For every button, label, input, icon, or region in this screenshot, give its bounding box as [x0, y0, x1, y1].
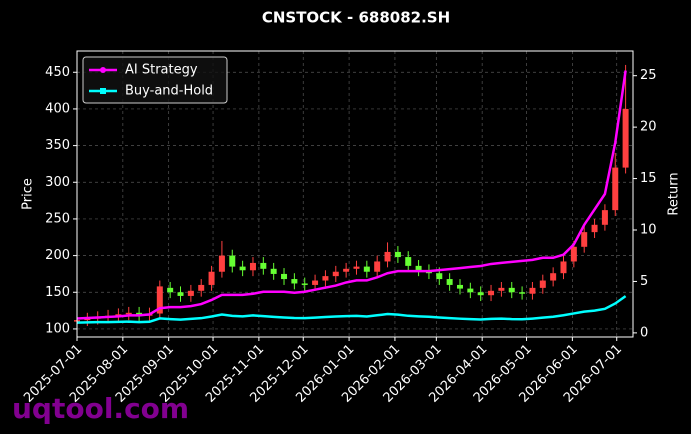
candle-body	[260, 262, 267, 269]
candle-body	[343, 268, 350, 272]
y2-axis-label: Return	[667, 172, 682, 215]
candle-body	[550, 273, 557, 281]
candle-body	[115, 314, 122, 316]
chart-title: CNSTOCK - 688082.SH	[262, 9, 450, 27]
candle-body	[125, 312, 132, 315]
candle-body	[519, 292, 526, 294]
candle-body	[167, 287, 174, 293]
y-tick-label: 150	[45, 285, 70, 300]
y-tick-label: 250	[45, 211, 70, 226]
candle-body	[229, 255, 236, 267]
candle-body	[477, 292, 484, 296]
legend-label: Buy-and-Hold	[125, 84, 213, 99]
candle-body	[384, 251, 391, 262]
candle-body	[312, 280, 319, 285]
candle-body	[249, 262, 256, 271]
candle-body	[560, 261, 567, 274]
y2-tick-label: 10	[640, 223, 657, 238]
candle-body	[591, 224, 598, 233]
candle-body	[508, 287, 515, 293]
candle-body	[394, 251, 401, 258]
candle-body	[456, 284, 463, 289]
y2-tick-label: 25	[640, 68, 657, 83]
candle-body	[467, 288, 474, 293]
y2-tick-label: 15	[640, 171, 657, 186]
legend-label: AI Strategy	[125, 63, 198, 78]
candle-body	[415, 265, 422, 271]
candle-body	[322, 276, 329, 281]
candle-body	[612, 167, 619, 211]
candle-body	[488, 290, 495, 296]
candle-body	[291, 279, 298, 284]
legend-marker	[100, 88, 106, 94]
candle-body	[208, 271, 215, 285]
candle-body	[177, 292, 184, 296]
candle-body	[353, 266, 360, 269]
candle-body	[601, 210, 608, 225]
candle-body	[363, 266, 370, 272]
candle-body	[84, 318, 91, 321]
candle-body	[187, 290, 194, 296]
candle-body	[270, 268, 277, 274]
candle-body	[539, 280, 546, 288]
legend: AI Strategy Buy-and-Hold	[82, 56, 228, 104]
watermark: uqtool.com	[12, 392, 189, 425]
legend-box	[82, 56, 228, 104]
candle-body	[281, 273, 288, 280]
y2-tick-label: 5	[640, 274, 648, 289]
y-tick-label: 350	[45, 138, 70, 153]
legend-marker	[100, 67, 106, 73]
candle-body	[570, 246, 577, 262]
y-tick-label: 200	[45, 248, 70, 263]
candle-body	[198, 284, 205, 291]
candle-body	[374, 261, 381, 272]
candle-body	[446, 279, 453, 285]
y2-tick-label: 20	[640, 120, 657, 135]
axes-frame	[76, 50, 634, 338]
candle-body	[529, 287, 536, 294]
series-line	[76, 70, 627, 320]
candle-body	[218, 255, 225, 272]
series-line	[76, 295, 627, 324]
candle-body	[332, 271, 339, 277]
candle-body	[405, 257, 412, 266]
candle-body	[239, 266, 246, 271]
y-axis-label: Price	[21, 178, 36, 210]
y-tick-label: 100	[45, 321, 70, 336]
candle-body	[498, 287, 505, 291]
candle-body	[622, 108, 629, 168]
y-tick-label: 400	[45, 101, 70, 116]
candle-body	[581, 232, 588, 247]
candle-body	[301, 283, 308, 285]
y-tick-label: 300	[45, 175, 70, 190]
candle-body	[436, 273, 443, 280]
y2-tick-label: 0	[640, 325, 648, 340]
candle-body	[156, 286, 163, 314]
y-tick-label: 450	[45, 65, 70, 80]
